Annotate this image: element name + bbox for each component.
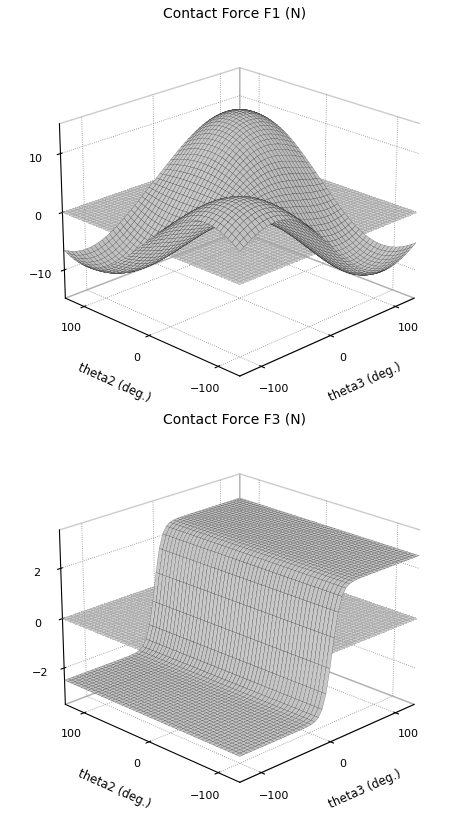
X-axis label: theta3 (deg.): theta3 (deg.) (327, 767, 403, 810)
Title: Contact Force F1 (N): Contact Force F1 (N) (163, 7, 306, 21)
Y-axis label: theta2 (deg.): theta2 (deg.) (76, 767, 153, 811)
Y-axis label: theta2 (deg.): theta2 (deg.) (76, 361, 153, 404)
Title: Contact Force F3 (N): Contact Force F3 (N) (163, 412, 306, 427)
X-axis label: theta3 (deg.): theta3 (deg.) (327, 361, 403, 404)
